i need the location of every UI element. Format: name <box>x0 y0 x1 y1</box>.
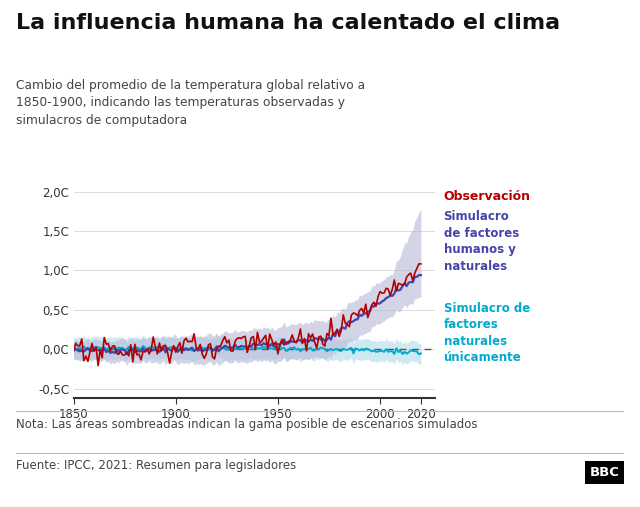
Text: Observación: Observación <box>444 190 531 203</box>
Text: BBC: BBC <box>589 466 620 479</box>
Text: Simulacro
de factores
humanos y
naturales: Simulacro de factores humanos y naturale… <box>444 210 519 273</box>
Text: Cambio del promedio de la temperatura global relativo a
1850-1900, indicando las: Cambio del promedio de la temperatura gl… <box>16 79 365 127</box>
Text: La influencia humana ha calentado el clima: La influencia humana ha calentado el cli… <box>16 13 560 32</box>
Text: Simulacro de
factores
naturales
únicamente: Simulacro de factores naturales únicamen… <box>444 302 530 364</box>
Text: Nota: Las áreas sombreadas indican la gama posible de escenarios simulados: Nota: Las áreas sombreadas indican la ga… <box>16 418 477 431</box>
Text: Fuente: IPCC, 2021: Resumen para legisladores: Fuente: IPCC, 2021: Resumen para legisla… <box>16 459 296 472</box>
